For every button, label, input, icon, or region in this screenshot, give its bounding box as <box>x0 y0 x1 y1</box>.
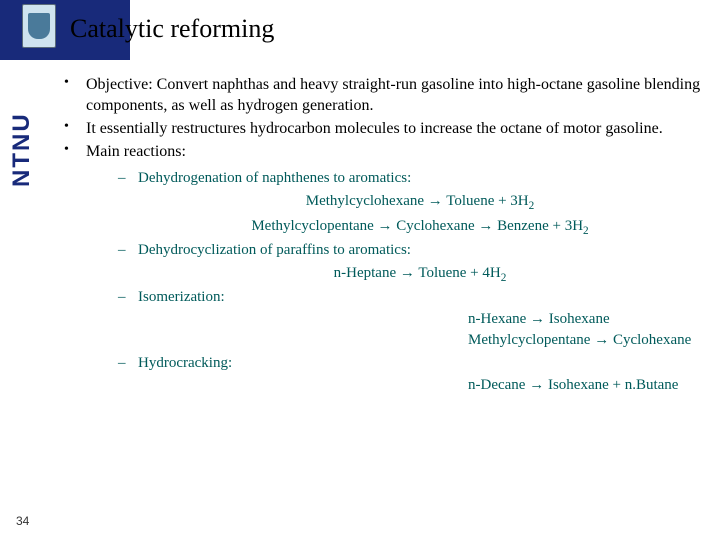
reaction-item: Dehydrocyclization of paraffins to aroma… <box>86 240 702 286</box>
reaction-equation: n-Hexane → Isohexane <box>138 309 702 331</box>
logo-shield-icon <box>28 13 50 39</box>
reaction-item: Dehydrogenation of naphthenes to aromati… <box>86 168 702 238</box>
logo-ufcg <box>22 4 56 48</box>
reaction-label: Isomerization: <box>138 289 225 305</box>
bullet-item: It essentially restructures hydrocarbon … <box>56 118 702 139</box>
bullet-item: Objective: Convert naphthas and heavy st… <box>56 74 702 116</box>
reaction-label: Hydrocracking: <box>138 355 232 371</box>
bullet-label: Main reactions: <box>86 143 186 160</box>
reactions-list: Dehydrogenation of naphthenes to aromati… <box>86 168 702 396</box>
page-number: 34 <box>16 514 29 528</box>
reaction-equation: n-Heptane → Toluene + 4H2 <box>138 263 702 286</box>
slide-content: Objective: Convert naphthas and heavy st… <box>56 74 702 399</box>
reaction-equation: Methylcyclopentane → Cyclohexane → Benze… <box>138 216 702 239</box>
reaction-item: Hydrocracking: n-Decane → Isohexane + n.… <box>86 353 702 397</box>
reaction-equation: n-Decane → Isohexane + n.Butane <box>138 375 702 397</box>
main-bullet-list: Objective: Convert naphthas and heavy st… <box>56 74 702 397</box>
reaction-equation: Methylcyclohexane → Toluene + 3H2 <box>138 191 702 214</box>
reaction-label: Dehydrocyclization of paraffins to aroma… <box>138 242 411 258</box>
slide-title: Catalytic reforming <box>70 14 274 44</box>
sidebar-brand: NTNU <box>8 90 36 210</box>
bullet-item: Main reactions: Dehydrogenation of napht… <box>56 141 702 396</box>
reaction-label: Dehydrogenation of naphthenes to aromati… <box>138 170 411 186</box>
reaction-item: Isomerization: n-Hexane → Isohexane Meth… <box>86 287 702 352</box>
reaction-equation: Methylcyclopentane → Cyclohexane <box>138 330 702 352</box>
